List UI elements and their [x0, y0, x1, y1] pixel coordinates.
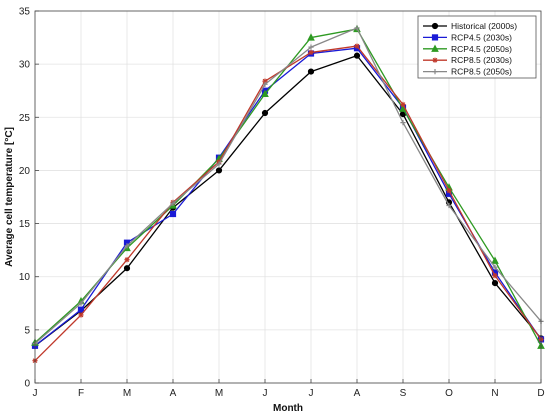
- y-tick-label: 30: [19, 60, 31, 71]
- legend-label: RCP8.5 (2030s): [451, 55, 512, 65]
- legend-label: Historical (2000s): [451, 21, 517, 31]
- legend-marker: [431, 44, 439, 52]
- data-point: [492, 264, 498, 270]
- data-point: [354, 25, 360, 31]
- data-point: [400, 101, 406, 108]
- data-point: [216, 161, 222, 167]
- data-point: [78, 300, 84, 306]
- data-point: [262, 81, 268, 87]
- legend-marker: [431, 34, 439, 41]
- data-point: [308, 49, 314, 56]
- legend-label: RCP8.5 (2050s): [451, 67, 512, 77]
- data-point: [491, 256, 499, 264]
- data-point: [400, 120, 406, 126]
- legend-label: RCP4.5 (2050s): [451, 44, 512, 54]
- series-line: [34, 45, 542, 362]
- legend-marker: [432, 57, 438, 63]
- series-line: [34, 47, 542, 347]
- x-tick-label: M: [123, 388, 131, 399]
- series-line: [34, 27, 542, 345]
- data-point: [215, 167, 223, 174]
- data-point: [353, 52, 361, 59]
- data-point: [308, 44, 314, 50]
- legend: Historical (2000s)RCP4.5 (2030s) RCP4.5 (…: [417, 15, 537, 79]
- data-point: [491, 279, 499, 287]
- legend-label: RCP4.5 (2030s): [451, 32, 512, 42]
- y-axis-label: Average cell temperature [°C]: [4, 127, 15, 267]
- data-point: [78, 312, 84, 318]
- y-tick-label: 20: [19, 166, 31, 177]
- data-point: [492, 273, 498, 279]
- data-point: [307, 33, 315, 41]
- data-point: [446, 202, 452, 209]
- legend-marker: [432, 69, 438, 75]
- x-tick-label: A: [354, 388, 361, 399]
- y-tick-label: 10: [19, 272, 31, 283]
- x-tick-label: J: [263, 388, 268, 399]
- x-tick-label: D: [537, 388, 544, 399]
- series-group: [31, 24, 545, 364]
- x-tick-label: J: [309, 388, 314, 399]
- legend-item: RCP4.5 (2050s): [423, 44, 512, 54]
- data-point: [77, 306, 85, 313]
- plot-frame: [34, 10, 542, 384]
- x-tick-label: A: [170, 388, 177, 399]
- y-tick-label: 25: [19, 113, 31, 124]
- data-point: [169, 210, 177, 218]
- data-point: [123, 265, 131, 272]
- legend-marker: [431, 22, 439, 30]
- y-tick-label: 15: [19, 219, 31, 230]
- x-tick-label: M: [215, 388, 223, 399]
- data-point: [124, 257, 130, 263]
- legend-item: RCP4.5 (2030s): [423, 32, 512, 42]
- data-point: [262, 78, 268, 84]
- data-point: [170, 200, 176, 206]
- x-tick-label: O: [445, 388, 453, 399]
- data-point: [124, 243, 130, 249]
- y-tick-label: 35: [19, 7, 31, 18]
- x-tick-label: N: [491, 388, 498, 399]
- y-axis-ticks: 0 5 10 15 20 25 30 35: [19, 7, 39, 390]
- y-tick-label: 0: [24, 379, 30, 390]
- x-tick-label: J: [33, 388, 38, 399]
- legend-item: RCP8.5 (2050s): [423, 67, 512, 77]
- x-axis-label: Month: [273, 403, 303, 414]
- legend-item: Historical (2000s): [423, 21, 517, 31]
- x-tick-label: F: [78, 388, 84, 399]
- data-point: [261, 109, 269, 117]
- data-point: [446, 188, 452, 194]
- data-point: [261, 89, 269, 98]
- legend-item: RCP8.5 (2030s): [423, 55, 512, 65]
- x-tick-label: S: [400, 388, 407, 399]
- y-tick-label: 5: [24, 325, 30, 336]
- data-point: [354, 43, 360, 49]
- data-point: [307, 68, 315, 75]
